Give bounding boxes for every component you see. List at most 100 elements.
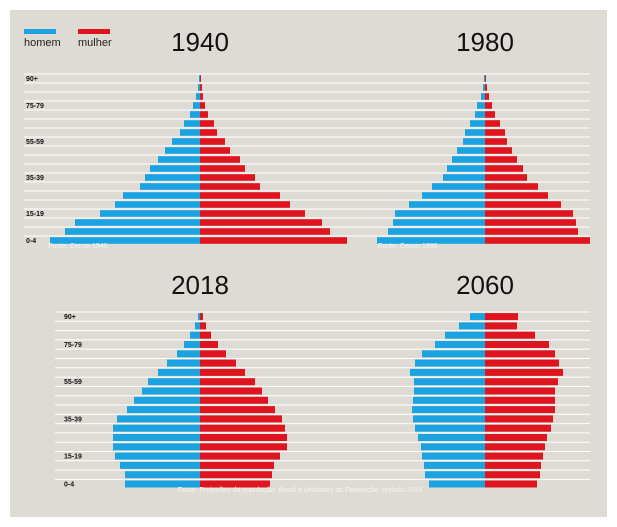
bar-men-65-69: [415, 359, 485, 367]
bar-men-5-9: [425, 471, 485, 479]
bar-women-25-29: [200, 192, 280, 199]
bar-women-90+: [200, 75, 201, 82]
bar-women-55-59: [200, 138, 225, 145]
bar-women-10-14: [485, 461, 541, 469]
bar-men-10-14: [393, 219, 485, 226]
bar-women-55-59: [200, 378, 255, 386]
grid-2060: [355, 311, 590, 480]
tick-label-55-59: 55-59: [26, 139, 44, 146]
bar-women-10-14: [200, 461, 274, 469]
bar-men-60-64: [465, 129, 485, 136]
bar-women-15-19: [200, 210, 305, 217]
bar-men-0-4: [50, 237, 200, 244]
bar-men-35-39: [145, 174, 200, 181]
bar-women-10-14: [200, 219, 322, 226]
bar-women-35-39: [485, 174, 527, 181]
bar-women-0-4: [200, 237, 347, 244]
bar-men-15-19: [395, 210, 485, 217]
bar-men-50-54: [457, 147, 485, 154]
bar-women-40-44: [485, 406, 555, 414]
pyramid-1980: 1980 Fonte: Censo 1980: [355, 27, 590, 250]
bar-women-0-4: [200, 480, 270, 488]
bar-women-65-69: [485, 359, 559, 367]
bars-1980: [377, 75, 590, 244]
bar-women-85-89: [200, 322, 206, 330]
bar-men-25-29: [422, 192, 485, 199]
chart-title-1940: 1940: [171, 27, 229, 57]
bar-men-15-19: [100, 210, 200, 217]
legend-label-women: mulher: [78, 37, 112, 49]
bar-women-90+: [485, 75, 486, 82]
bar-women-25-29: [485, 434, 547, 441]
bar-women-45-49: [200, 156, 240, 163]
bar-men-40-44: [127, 406, 200, 414]
bar-women-5-9: [200, 228, 330, 235]
bar-men-55-59: [148, 378, 200, 386]
bar-women-30-34: [200, 183, 260, 190]
bar-men-5-9: [388, 228, 485, 235]
bars-2060: [410, 313, 563, 488]
bar-women-0-4: [485, 237, 590, 244]
bar-women-5-9: [485, 471, 540, 479]
bar-women-90+: [200, 313, 203, 321]
bar-women-35-39: [485, 415, 553, 423]
bar-men-70-74: [422, 350, 485, 358]
chart-title-1980: 1980: [456, 27, 514, 57]
pyramid-2060: 2060: [355, 270, 590, 488]
bar-men-45-49: [413, 396, 485, 404]
bar-women-25-29: [200, 434, 287, 441]
footnote-1980: Fonte: Censo 1980: [378, 243, 438, 250]
bar-men-30-34: [113, 424, 200, 432]
bar-women-20-24: [485, 201, 561, 208]
bar-women-80-84: [200, 93, 203, 100]
bar-men-25-29: [113, 434, 200, 441]
bar-women-85-89: [485, 84, 487, 91]
bar-men-75-79: [435, 341, 485, 348]
bars-2018: [113, 313, 287, 488]
bar-women-50-54: [200, 387, 262, 395]
bar-women-75-79: [485, 102, 492, 109]
bar-women-70-74: [200, 111, 208, 118]
bar-women-70-74: [485, 350, 555, 358]
bar-men-25-29: [418, 434, 485, 441]
bar-men-80-84: [445, 331, 485, 339]
bar-women-45-49: [200, 396, 268, 404]
bar-men-40-44: [447, 165, 485, 172]
bar-men-50-54: [142, 387, 200, 395]
bar-women-85-89: [485, 322, 517, 330]
tick-label-90+: 90+: [26, 76, 38, 83]
bar-women-65-69: [485, 120, 500, 127]
bar-women-90+: [485, 313, 518, 321]
bar-men-10-14: [75, 219, 200, 226]
bar-women-35-39: [200, 415, 282, 423]
tick-label-75-79: 75-79: [26, 103, 44, 110]
bar-men-90+: [484, 75, 485, 82]
bar-men-20-24: [115, 201, 200, 208]
bar-women-60-64: [200, 129, 217, 136]
bar-men-20-24: [421, 443, 485, 451]
bar-men-20-24: [409, 201, 485, 208]
bar-men-5-9: [125, 471, 200, 479]
bar-women-20-24: [200, 201, 290, 208]
pyramid-1940: 1940 0-4 15-19 35-39 55-59 75-79 90+ Fonte: C…: [24, 27, 355, 250]
bar-women-30-34: [485, 183, 538, 190]
bar-women-60-64: [200, 368, 245, 376]
bar-men-15-19: [422, 452, 485, 460]
grid-1940: [24, 73, 355, 237]
bar-women-80-84: [485, 93, 489, 100]
bar-men-70-74: [475, 111, 485, 118]
bar-women-20-24: [200, 443, 287, 451]
bar-men-70-74: [190, 111, 200, 118]
bar-women-70-74: [200, 350, 226, 358]
tick-label-35-39: 35-39: [64, 416, 82, 423]
legend-swatch-women: [78, 29, 110, 34]
bar-women-15-19: [485, 210, 573, 217]
bar-men-45-49: [452, 156, 485, 163]
tick-label-75-79: 75-79: [64, 342, 82, 349]
bar-women-70-74: [485, 111, 495, 118]
bar-women-55-59: [485, 138, 507, 145]
bar-men-55-59: [172, 138, 200, 145]
bar-women-80-84: [485, 331, 535, 339]
legend: homem mulher: [24, 29, 112, 49]
